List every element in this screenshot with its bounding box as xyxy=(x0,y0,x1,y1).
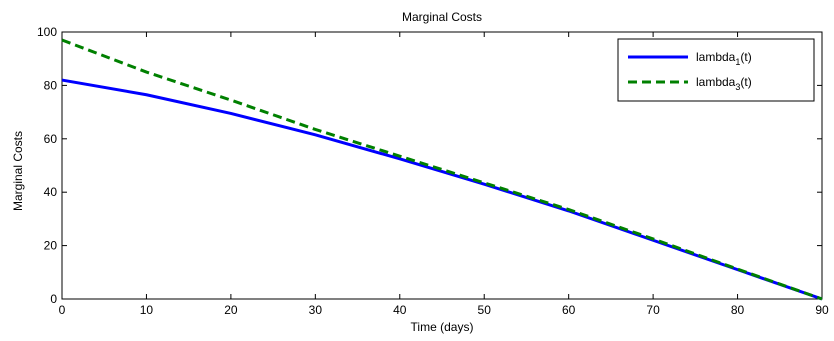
y-tick-label: 60 xyxy=(44,132,58,146)
y-tick-label: 100 xyxy=(37,25,57,39)
y-tick-label: 0 xyxy=(50,292,57,306)
x-tick-label: 60 xyxy=(562,303,576,317)
x-tick-label: 0 xyxy=(59,303,66,317)
x-tick-label: 90 xyxy=(815,303,829,317)
legend-box xyxy=(618,39,814,101)
x-tick-label: 10 xyxy=(140,303,154,317)
x-tick-label: 20 xyxy=(224,303,238,317)
x-tick-label: 30 xyxy=(309,303,323,317)
x-tick-label: 50 xyxy=(478,303,492,317)
legend: lambda1(t)lambda3(t) xyxy=(618,39,814,101)
x-tick-label: 40 xyxy=(393,303,407,317)
y-axis-label: Marginal Costs xyxy=(11,131,25,211)
x-axis-label: Time (days) xyxy=(411,320,474,334)
y-tick-label: 40 xyxy=(44,185,58,199)
x-tick-label: 70 xyxy=(646,303,660,317)
chart-title: Marginal Costs xyxy=(402,10,482,24)
x-tick-label: 80 xyxy=(731,303,745,317)
y-tick-label: 20 xyxy=(44,239,58,253)
y-tick-label: 80 xyxy=(44,78,58,92)
